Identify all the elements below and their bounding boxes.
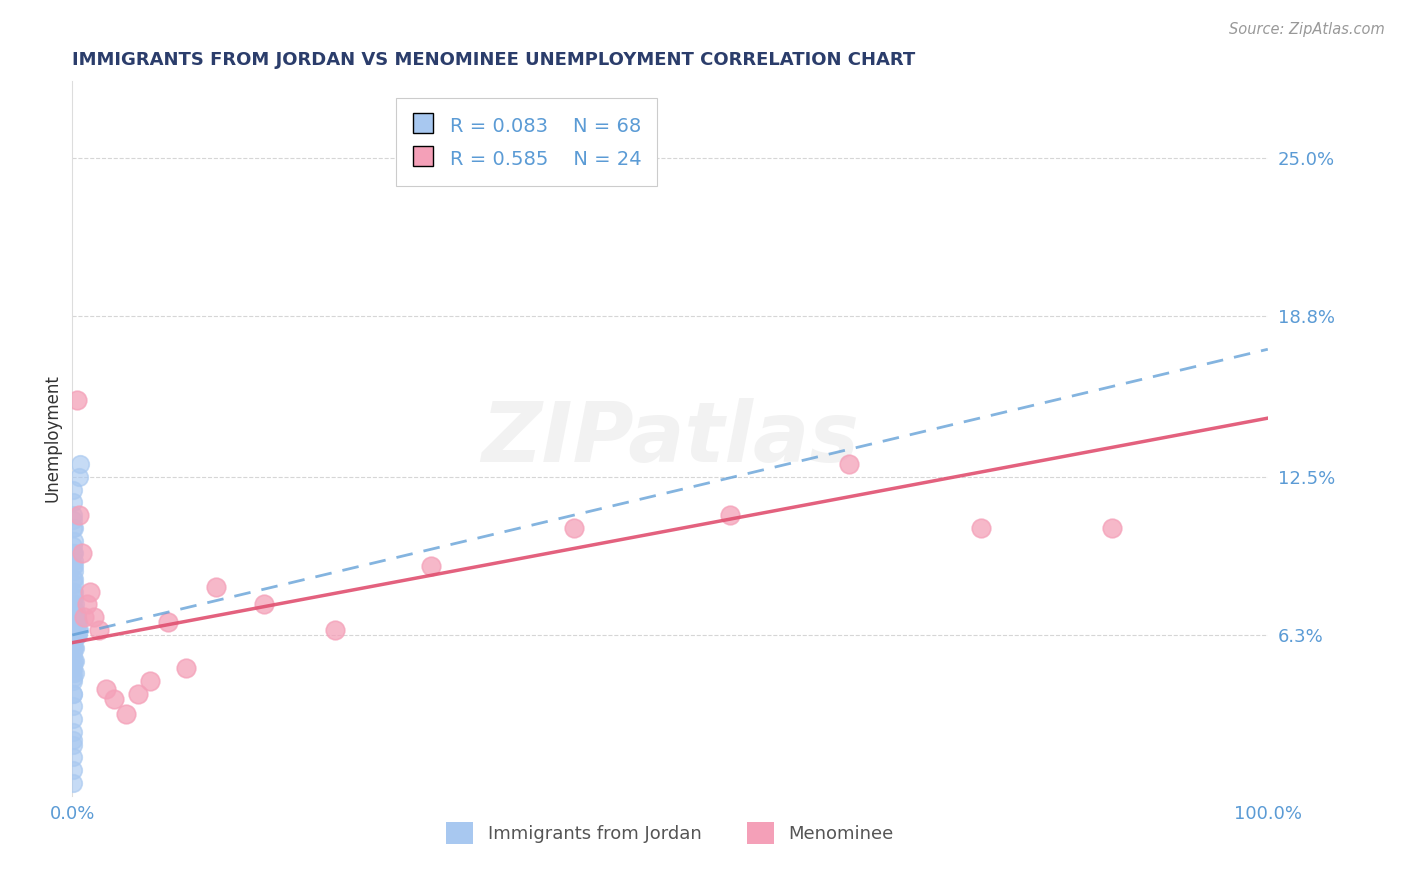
Point: [62, 738, 84, 752]
Point: [76, 598, 98, 612]
Point: [419, 559, 441, 574]
Point: [62, 546, 84, 560]
Point: [62, 584, 84, 599]
Point: [65, 628, 87, 642]
Point: [63, 640, 86, 655]
Point: [718, 508, 741, 522]
Point: [62, 656, 84, 670]
Point: [62, 559, 84, 574]
Point: [970, 521, 993, 535]
Point: [62, 539, 84, 553]
Point: [62, 610, 84, 624]
Point: [62, 572, 84, 586]
Point: [69, 457, 91, 471]
Point: [63, 598, 86, 612]
Point: [174, 661, 197, 675]
Point: [62, 584, 84, 599]
Point: [87, 623, 110, 637]
Point: [204, 580, 226, 594]
Point: [127, 687, 149, 701]
Point: [62, 521, 84, 535]
Point: [156, 615, 179, 630]
Point: [63, 666, 86, 681]
Point: [66, 615, 89, 630]
Point: [73, 610, 96, 624]
Point: [62, 699, 84, 714]
Point: [66, 623, 89, 637]
Point: [63, 615, 86, 630]
Point: [62, 554, 84, 568]
Point: [62, 648, 84, 663]
Point: [63, 577, 86, 591]
Text: IMMIGRANTS FROM JORDAN VS MENOMINEE UNEMPLOYMENT CORRELATION CHART: IMMIGRANTS FROM JORDAN VS MENOMINEE UNEM…: [72, 51, 915, 69]
Point: [62, 725, 84, 739]
Point: [62, 687, 84, 701]
Point: [65, 654, 87, 668]
Point: [67, 508, 90, 522]
Point: [62, 559, 84, 574]
Point: [62, 572, 84, 586]
Point: [67, 623, 90, 637]
Y-axis label: Unemployment: Unemployment: [44, 375, 60, 502]
Point: [62, 495, 84, 509]
Point: [62, 483, 84, 497]
Point: [63, 602, 86, 616]
Point: [62, 513, 84, 527]
Point: [62, 764, 84, 778]
Point: [62, 661, 84, 675]
Point: [62, 521, 84, 535]
Point: [62, 546, 84, 560]
Text: ZIPatlas: ZIPatlas: [481, 398, 859, 479]
Point: [63, 610, 86, 624]
Point: [65, 605, 87, 619]
Point: [79, 584, 101, 599]
Point: [66, 615, 89, 630]
Point: [1101, 521, 1123, 535]
Point: [62, 598, 84, 612]
Point: [70, 546, 93, 560]
Point: [62, 673, 84, 688]
Point: [66, 628, 89, 642]
Point: [65, 615, 87, 630]
Legend: R = 0.083    N = 68, R = 0.585    N = 24: R = 0.083 N = 68, R = 0.585 N = 24: [395, 98, 658, 186]
Point: [67, 470, 90, 484]
Point: [62, 564, 84, 578]
Point: [62, 623, 84, 637]
Point: [62, 750, 84, 764]
Point: [62, 640, 84, 655]
Point: [252, 598, 274, 612]
Point: [65, 623, 87, 637]
Point: [83, 610, 105, 624]
Point: [139, 673, 162, 688]
Point: [62, 687, 84, 701]
Point: [66, 610, 89, 624]
Point: [62, 635, 84, 649]
Point: [62, 508, 84, 522]
Point: [564, 521, 586, 535]
Point: [62, 732, 84, 747]
Point: [63, 654, 86, 668]
Point: [63, 628, 86, 642]
Point: [63, 615, 86, 630]
Point: [63, 640, 86, 655]
Point: [66, 393, 89, 408]
Point: [115, 707, 138, 722]
Point: [94, 681, 117, 696]
Point: [838, 457, 860, 471]
Point: [65, 615, 87, 630]
Point: [67, 628, 90, 642]
Text: Source: ZipAtlas.com: Source: ZipAtlas.com: [1229, 22, 1385, 37]
Point: [63, 628, 86, 642]
Point: [62, 666, 84, 681]
Point: [62, 776, 84, 790]
Point: [323, 623, 346, 637]
Point: [63, 623, 86, 637]
Point: [62, 672, 84, 686]
Point: [103, 691, 125, 706]
Point: [62, 712, 84, 726]
Point: [62, 533, 84, 548]
Point: [63, 590, 86, 604]
